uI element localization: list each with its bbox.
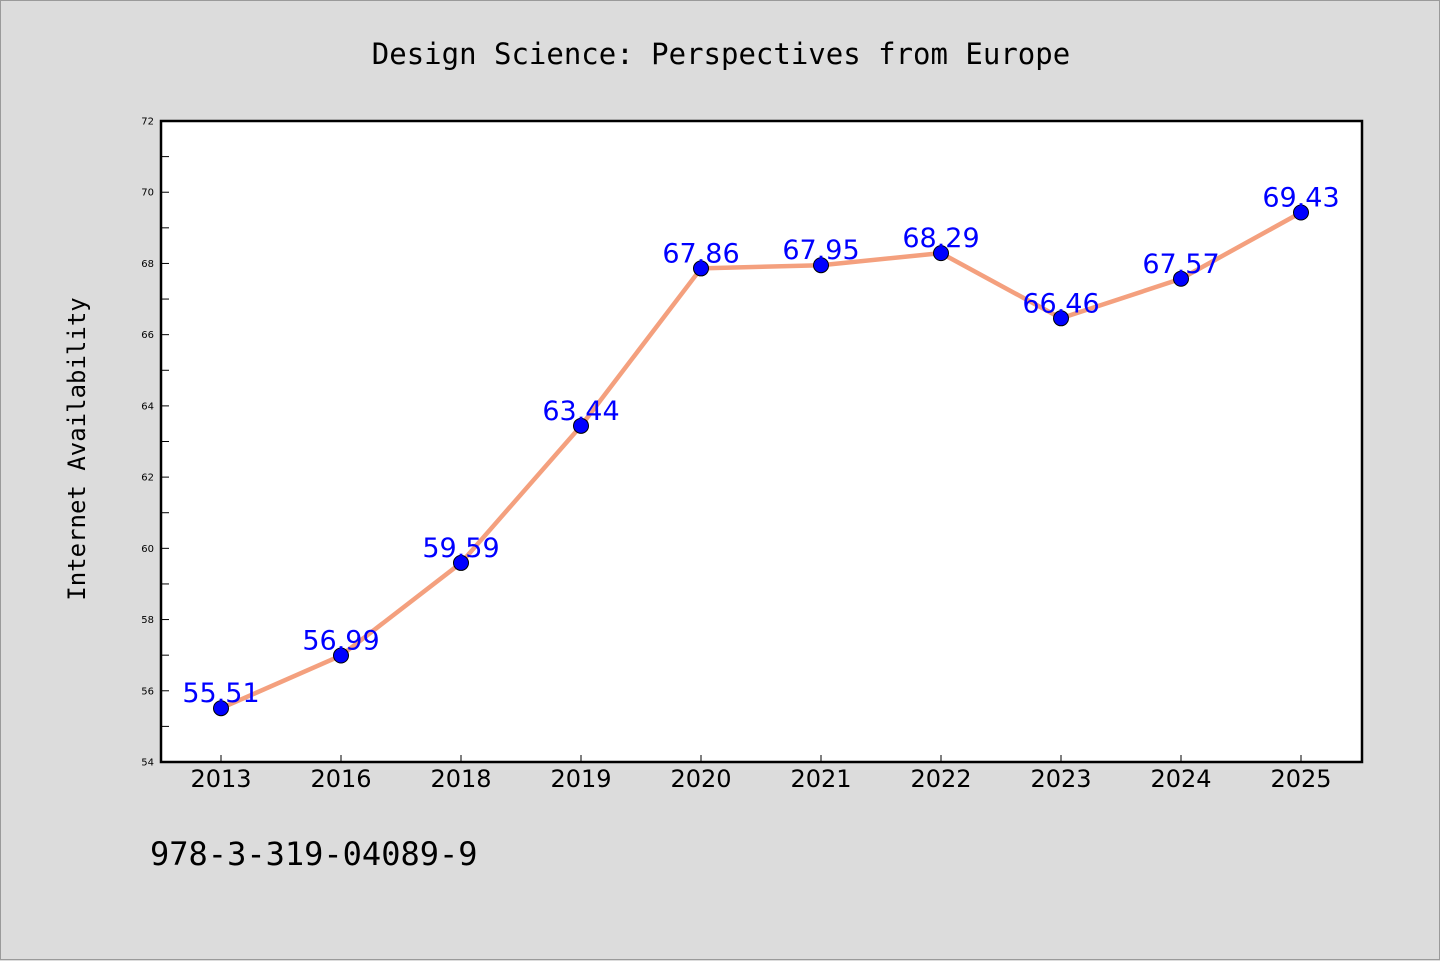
data-label: 69.43: [1262, 183, 1339, 214]
data-label: 68.29: [902, 223, 979, 254]
series-1: [213, 204, 1309, 717]
y-tick-label: 60: [141, 544, 154, 555]
x-tick-label: 2013: [190, 765, 251, 793]
data-point: [813, 257, 829, 274]
isbn-text: 978-3-319-04089-9: [150, 835, 478, 873]
data-label: 55.51: [182, 678, 259, 709]
series-line: [220, 210, 1303, 711]
x-tick-label: 2016: [310, 765, 371, 793]
data-label: 67.95: [782, 235, 859, 266]
chart-title: Design Science: Perspectives from Europe: [372, 37, 1070, 71]
data-point: [573, 417, 589, 434]
x-tick-label: 2018: [430, 765, 491, 793]
data-label: 56.99: [302, 626, 379, 657]
data-label: 63.44: [542, 396, 619, 427]
y-tick-label: 68: [141, 259, 154, 270]
y-tick-label: 56: [141, 686, 154, 697]
y-tick-label: 64: [141, 401, 154, 412]
data-point: [933, 245, 949, 262]
data-label: 66.46: [1022, 288, 1099, 319]
x-tick-label: 2019: [550, 765, 611, 793]
x-tick-label: 2022: [910, 765, 971, 793]
data-point: [693, 260, 709, 277]
y-tick-label: 70: [141, 188, 154, 199]
data-point: [1173, 270, 1189, 287]
data-label: 67.57: [1142, 249, 1219, 280]
data-label: 67.86: [662, 238, 739, 269]
data-point: [1053, 310, 1069, 327]
x-tick-label: 2025: [1270, 765, 1331, 793]
data-point: [1293, 204, 1309, 221]
y-tick-label: 62: [141, 473, 154, 484]
data-point: [333, 647, 349, 664]
y-tick-label: 72: [141, 117, 154, 128]
x-tick-label: 2023: [1030, 765, 1091, 793]
plot-area: [159, 119, 1364, 764]
y-tick-label: 66: [141, 330, 154, 341]
x-tick-label: 2021: [790, 765, 851, 793]
x-tick-label: 2020: [670, 765, 731, 793]
y-tick-label: 58: [141, 615, 154, 626]
x-axis: 2013 2016 2018 2019 2020 2021 2022 2023 2024 2025: [190, 755, 1332, 793]
data-point: [213, 700, 229, 717]
y-axis-label: Internet Availability: [63, 297, 91, 600]
data-label: 59.59: [422, 533, 499, 564]
data-point: [453, 554, 469, 571]
data-labels: 55.51 56.99 59.59 63.44 67.86 67.95 68.29 66.46…: [182, 183, 1339, 710]
y-axis: 54 56 58 60 62 64 66 68 70 72: [141, 117, 169, 769]
y-tick-label: 54: [141, 758, 154, 769]
x-tick-label: 2024: [1150, 765, 1211, 793]
